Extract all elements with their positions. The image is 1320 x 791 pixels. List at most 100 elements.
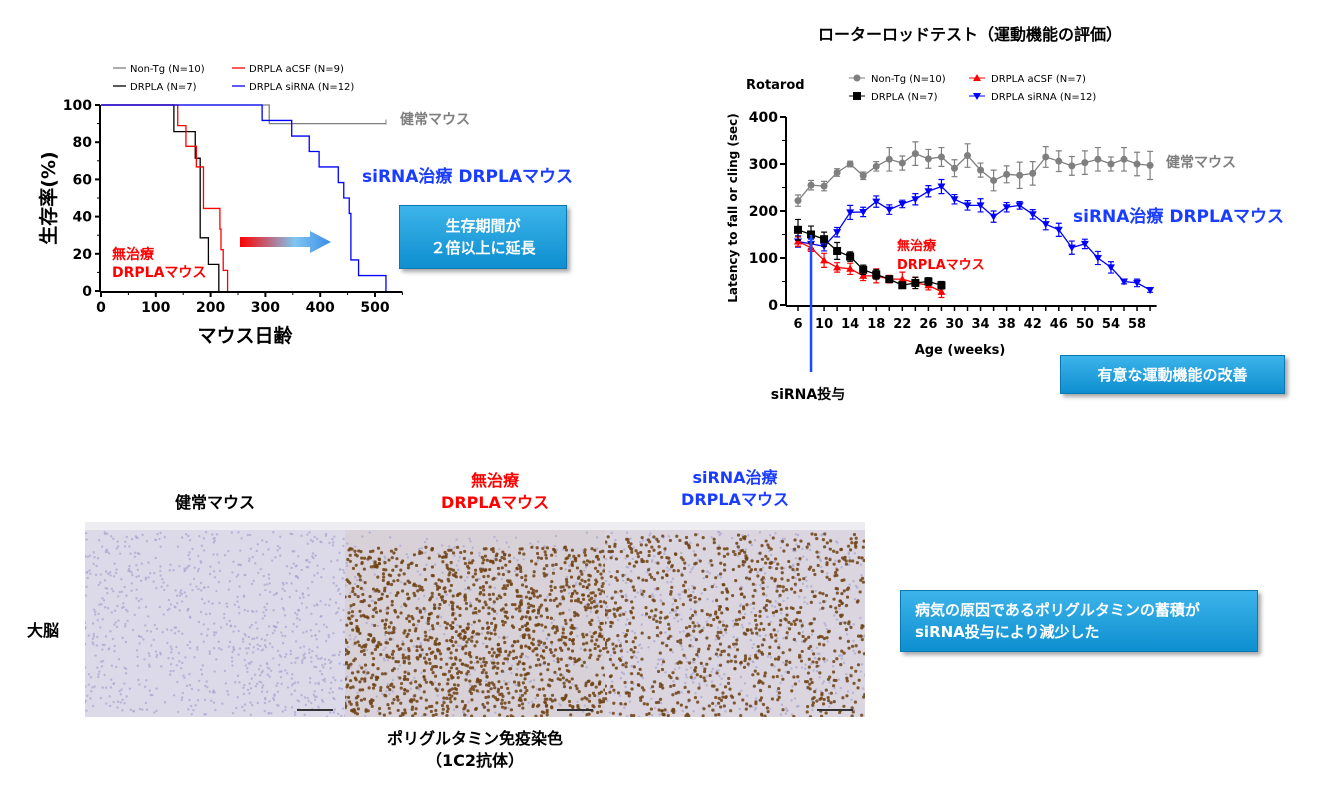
stained-nucleus <box>520 625 525 629</box>
nucleus <box>123 666 126 670</box>
stained-nucleus <box>500 619 505 623</box>
stained-nucleus <box>504 586 508 590</box>
stained-nucleus <box>453 617 457 621</box>
nucleus <box>292 622 295 626</box>
stained-nucleus <box>707 644 711 648</box>
stained-nucleus <box>371 686 376 690</box>
stained-nucleus <box>416 589 420 593</box>
nucleus <box>820 533 823 537</box>
nucleus <box>293 711 297 714</box>
stained-nucleus <box>808 687 812 691</box>
stained-nucleus <box>412 553 417 557</box>
stained-nucleus <box>672 683 676 688</box>
stained-nucleus <box>688 598 693 602</box>
histology-image-sirna <box>605 522 865 717</box>
nucleus <box>322 623 326 626</box>
stained-nucleus <box>348 553 352 557</box>
nucleus <box>256 627 259 630</box>
nucleus <box>263 643 267 647</box>
stained-nucleus <box>778 593 782 597</box>
stained-nucleus <box>595 638 599 642</box>
stained-nucleus <box>345 638 348 642</box>
nucleus <box>737 548 740 551</box>
nucleus <box>505 541 508 544</box>
stained-nucleus <box>440 703 445 708</box>
nucleus <box>136 568 140 572</box>
stained-nucleus <box>714 695 718 700</box>
stained-nucleus <box>486 695 491 699</box>
stained-nucleus <box>463 705 467 709</box>
stained-nucleus <box>606 609 610 613</box>
stained-nucleus <box>672 710 676 715</box>
nucleus <box>701 665 705 668</box>
stained-nucleus <box>346 651 350 656</box>
nucleus <box>266 583 269 586</box>
stained-nucleus <box>474 707 478 711</box>
stained-nucleus <box>348 594 352 599</box>
stained-nucleus <box>375 588 379 592</box>
nucleus <box>671 650 675 654</box>
nucleus <box>448 545 451 548</box>
nucleus <box>119 701 123 704</box>
stained-nucleus <box>621 663 625 667</box>
stained-nucleus <box>687 698 691 702</box>
stained-nucleus <box>832 597 836 601</box>
nucleus <box>608 570 611 573</box>
stained-nucleus <box>589 683 594 687</box>
stained-nucleus <box>719 653 723 657</box>
stained-nucleus <box>517 703 521 708</box>
stained-nucleus <box>722 649 726 653</box>
stained-nucleus <box>470 698 474 702</box>
stained-nucleus <box>702 547 706 551</box>
stained-nucleus <box>351 586 355 590</box>
nucleus <box>86 570 89 574</box>
nucleus <box>341 577 344 580</box>
legend-marker <box>973 74 981 81</box>
stained-nucleus <box>699 674 703 679</box>
nucleus <box>324 603 327 606</box>
nucleus <box>203 698 207 702</box>
stained-nucleus <box>553 670 557 674</box>
stained-nucleus <box>506 686 510 691</box>
legend-marker <box>973 93 981 100</box>
nucleus <box>105 548 109 552</box>
data-point <box>1107 160 1115 168</box>
stained-nucleus <box>487 593 492 597</box>
nucleus <box>845 633 849 636</box>
stained-nucleus <box>536 693 540 697</box>
nucleus <box>95 564 98 568</box>
stained-nucleus <box>689 594 693 598</box>
stained-nucleus <box>388 711 392 715</box>
stained-nucleus <box>417 619 421 623</box>
nucleus <box>616 591 619 594</box>
stained-nucleus <box>598 625 602 629</box>
stained-nucleus <box>512 680 517 684</box>
stained-nucleus <box>593 605 597 609</box>
nucleus <box>853 652 857 655</box>
nucleus <box>717 669 720 672</box>
stained-nucleus <box>793 538 797 542</box>
stained-nucleus <box>651 598 655 602</box>
stained-nucleus <box>775 674 779 679</box>
nucleus <box>766 655 770 658</box>
stained-nucleus <box>466 709 470 713</box>
stained-nucleus <box>658 684 662 689</box>
stained-nucleus <box>680 573 684 577</box>
nucleus <box>106 591 109 595</box>
nucleus <box>821 682 824 685</box>
nucleus <box>268 675 271 678</box>
nucleus <box>680 618 683 621</box>
stained-nucleus <box>520 693 525 698</box>
stained-nucleus <box>799 539 803 543</box>
stained-nucleus <box>733 667 737 671</box>
stained-nucleus <box>356 694 360 698</box>
stained-nucleus <box>443 620 447 624</box>
stained-nucleus <box>439 665 443 670</box>
stained-nucleus <box>614 576 618 580</box>
stained-nucleus <box>493 628 497 632</box>
nucleus <box>153 572 156 575</box>
nucleus <box>203 602 206 605</box>
stained-nucleus <box>401 653 405 657</box>
stained-nucleus <box>761 702 766 707</box>
nucleus <box>96 666 99 669</box>
